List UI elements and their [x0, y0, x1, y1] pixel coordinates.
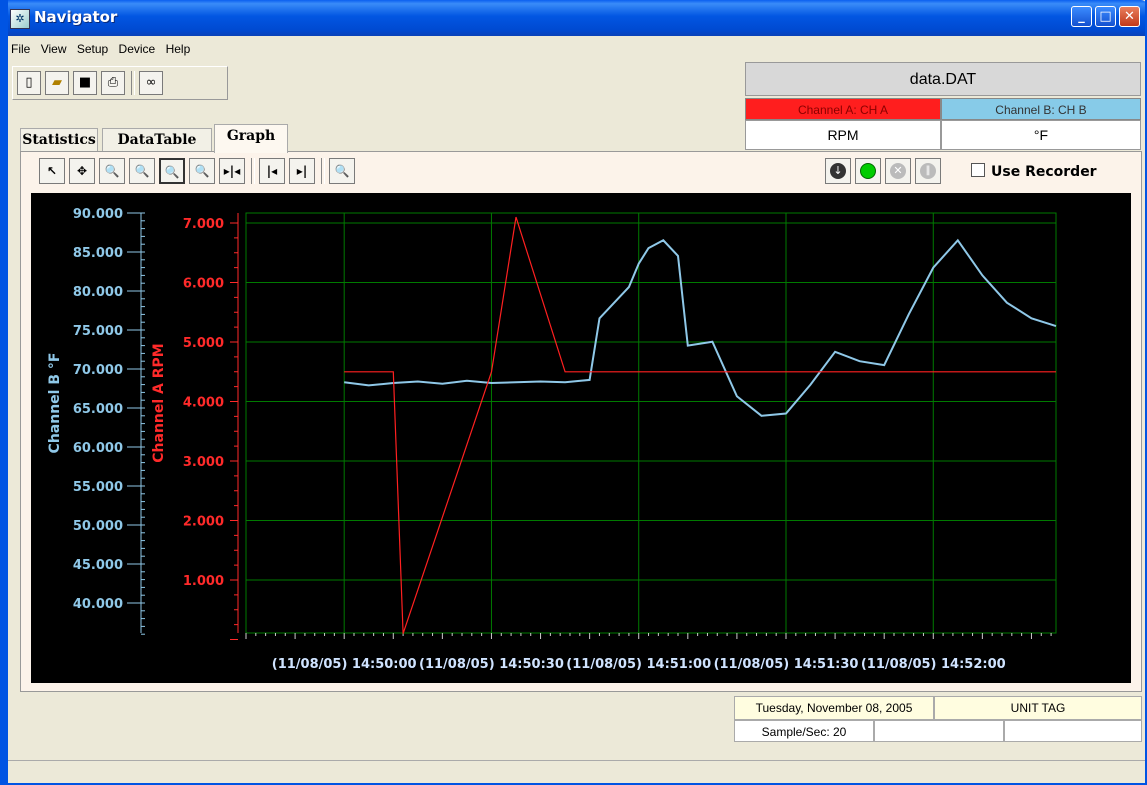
fit-width-icon[interactable]: ▸|◂ — [219, 158, 245, 184]
zoom-x-icon[interactable]: 🔍 — [99, 158, 125, 184]
x-tick-label: (11/08/05) 14:50:30 — [419, 657, 564, 672]
status-unit-tag: UNIT TAG — [934, 696, 1142, 720]
record-stop-icon[interactable]: ✕ — [885, 158, 911, 184]
zoom-box-icon[interactable]: 🔍 — [159, 158, 185, 184]
print-icon[interactable]: ⎙ — [101, 71, 125, 95]
use-recorder-checkbox[interactable]: Use Recorder — [971, 163, 1097, 180]
print-preview-icon[interactable]: 🔍 — [329, 158, 355, 184]
y-left-tick-label: 65.000 — [73, 402, 123, 417]
channel-a-label: Channel A: CH A — [745, 98, 941, 120]
zoom-out-icon[interactable]: 🔍 — [189, 158, 215, 184]
menu-device[interactable]: Device — [118, 42, 156, 56]
tab-graph[interactable]: Graph — [214, 124, 288, 153]
plot-frame — [245, 212, 1057, 634]
y-left-tick-label: 45.000 — [73, 558, 123, 573]
x-tick-label: (11/08/05) 14:50:00 — [272, 657, 417, 672]
status-empty-cell — [1004, 720, 1142, 742]
bottom-bar — [8, 760, 1145, 783]
channel-b-label: Channel B: CH B — [941, 98, 1141, 120]
y-left-tick-label: 55.000 — [73, 480, 123, 495]
y-left-tick-label: 40.000 — [73, 597, 123, 612]
y-left-tick-label: 85.000 — [73, 246, 123, 261]
open-folder-icon[interactable]: ▰ — [45, 71, 69, 95]
file-name: data.DAT — [745, 62, 1141, 96]
app-icon: ✲ — [10, 9, 30, 29]
first-page-icon[interactable]: |◂ — [259, 158, 285, 184]
menu-file[interactable]: File — [11, 42, 31, 56]
channel-b-series-line — [344, 238, 1057, 417]
status-date: Tuesday, November 08, 2005 — [734, 696, 934, 720]
new-file-icon[interactable]: ▯ — [17, 71, 41, 95]
window-title: Navigator — [34, 8, 118, 26]
save-icon[interactable]: ■ — [73, 71, 97, 95]
chart-svg: (11/08/05) 14:50:00 (11/08/05) 14:50:30 (1… — [47, 207, 1057, 672]
y-mid-tick-label: 7.000 — [183, 217, 224, 232]
title-bar: ✲ Navigator _ □ ✕ — [8, 0, 1145, 36]
y-mid-tick-label: 6.000 — [183, 277, 224, 292]
menu-help[interactable]: Help — [165, 42, 191, 56]
file-info-panel: data.DAT Channel A: CH A Channel B: CH B… — [745, 60, 1145, 152]
record-pause-icon[interactable]: ‖ — [915, 158, 941, 184]
y-left-tick-label: 90.000 — [73, 207, 123, 222]
channel-a-axis-title: Channel A RPM — [151, 343, 167, 462]
y-left-tick-label: 80.000 — [73, 285, 123, 300]
y-left-tick-label: 70.000 — [73, 363, 123, 378]
status-empty-cell — [874, 720, 1004, 742]
x-tick-label: (11/08/05) 14:51:00 — [566, 657, 711, 672]
channel-a-series-line — [344, 216, 1056, 634]
graph-area[interactable]: (11/08/05) 14:50:00 (11/08/05) 14:50:30 (1… — [31, 193, 1131, 683]
tab-statistics[interactable]: Statistics — [20, 128, 98, 152]
menu-view[interactable]: View — [40, 42, 67, 56]
binoculars-icon[interactable]: ∞ — [139, 71, 163, 95]
main-toolbar: ▯ ▰ ■ ⎙ ∞ — [12, 66, 228, 100]
channel-a-unit: RPM — [745, 120, 941, 150]
channel-b-unit: °F — [941, 120, 1141, 150]
record-start-icon[interactable] — [855, 158, 881, 184]
graph-panel: ↖ ✥ 🔍 🔍 🔍 🔍 ▸|◂ |◂ ▸| 🔍 ↓ ✕ ‖ Use Record… — [20, 151, 1142, 692]
graph-toolbar-separator — [251, 158, 255, 184]
toolbar-separator — [131, 71, 135, 95]
download-icon[interactable]: ↓ — [825, 158, 851, 184]
channel-b-axis-title: Channel B °F — [47, 353, 63, 454]
use-recorder-label: Use Recorder — [991, 164, 1097, 180]
status-sample-rate: Sample/Sec: 20 — [734, 720, 874, 742]
y-left-tick-label: 75.000 — [73, 324, 123, 339]
maximize-button[interactable]: □ — [1095, 6, 1116, 27]
menu-bar: File View Setup Device Help — [8, 36, 1145, 60]
graph-toolbar-separator — [321, 158, 325, 184]
tab-datatable[interactable]: DataTable — [102, 128, 212, 152]
y-mid-tick-label: 5.000 — [183, 336, 224, 351]
y-mid-tick-label: 4.000 — [183, 396, 224, 411]
checkbox-icon[interactable] — [971, 163, 985, 177]
pointer-tool-icon[interactable]: ↖ — [39, 158, 65, 184]
y-left-tick-label: 50.000 — [73, 519, 123, 534]
x-tick-label: (11/08/05) 14:52:00 — [861, 657, 1006, 672]
last-page-icon[interactable]: ▸| — [289, 158, 315, 184]
y-mid-tick-label: 2.000 — [183, 515, 224, 530]
y-mid-tick-label: 1.000 — [183, 574, 224, 589]
y-left-tick-label: 60.000 — [73, 441, 123, 456]
minimize-button[interactable]: _ — [1071, 6, 1092, 27]
close-button[interactable]: ✕ — [1119, 6, 1140, 27]
zoom-y-icon[interactable]: 🔍 — [129, 158, 155, 184]
menu-setup[interactable]: Setup — [76, 42, 109, 56]
y-mid-tick-label: 3.000 — [183, 455, 224, 470]
x-tick-label: (11/08/05) 14:51:30 — [714, 657, 859, 672]
pan-tool-icon[interactable]: ✥ — [69, 158, 95, 184]
status-bar: Tuesday, November 08, 2005 UNIT TAG Samp… — [734, 696, 1144, 742]
